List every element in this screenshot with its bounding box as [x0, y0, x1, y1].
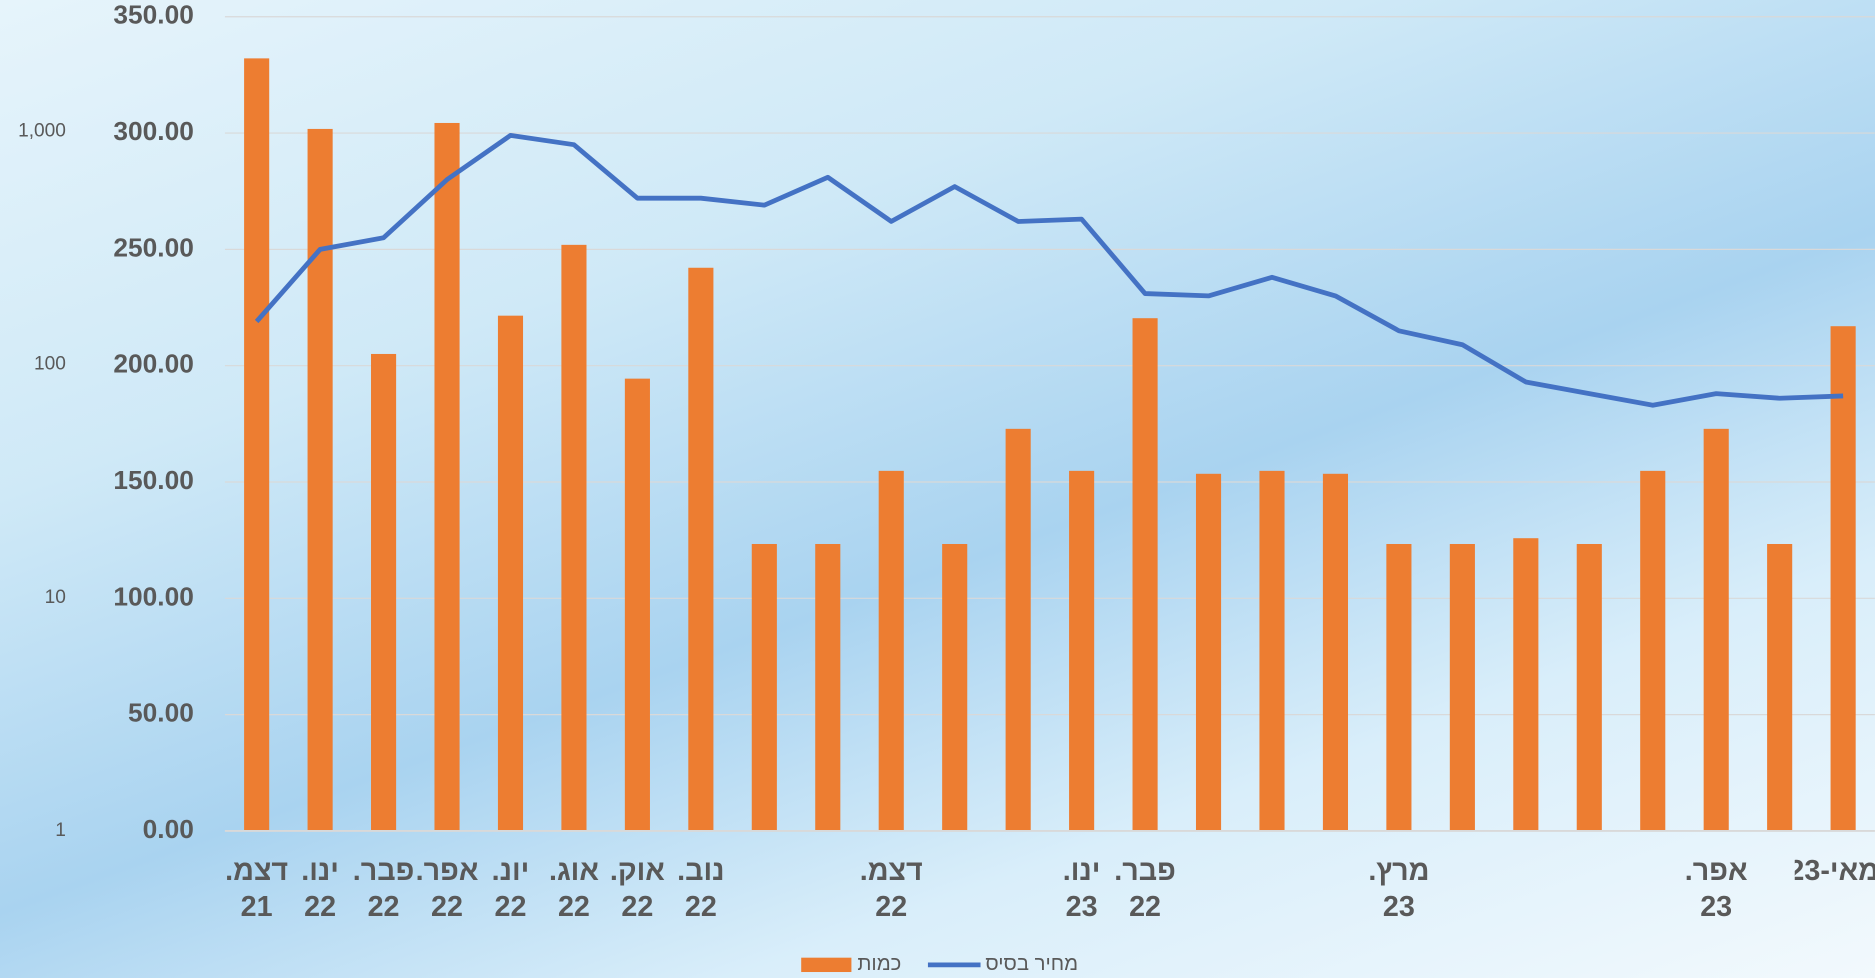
- bar: [1005, 428, 1031, 831]
- x-tick-label-box: פבר. 22: [352, 854, 415, 924]
- bar: [1069, 470, 1095, 831]
- x-tick-label-box: ינו. 23: [1062, 854, 1101, 924]
- y2-tick-label: 10: [45, 587, 66, 608]
- x-tick-label-box: דצמ. 21: [225, 854, 289, 924]
- x-tick-label: יונ. 22: [491, 854, 530, 924]
- x-tick-label: נוב. 22: [677, 854, 725, 924]
- x-tick-label: פבר. 22: [352, 854, 415, 924]
- bar: [1259, 470, 1285, 831]
- x-tick-label: אפר. 22: [415, 854, 479, 924]
- bar: [371, 353, 397, 831]
- y-tick-label: 0.00: [143, 814, 194, 844]
- x-tick-label: מרץ. 23: [1368, 854, 1430, 924]
- x-tick-label: אוק. 22: [609, 854, 665, 924]
- bar: [1195, 473, 1222, 831]
- bar: [307, 128, 333, 831]
- y-tick-label: 150.00: [113, 465, 193, 495]
- y2-tick-label: 100: [34, 354, 66, 375]
- y-tick-label: 350.00: [113, 0, 193, 30]
- x-tick-label-box: פבר. 22: [1114, 854, 1176, 924]
- x-tick-label: ינו. 22: [301, 854, 339, 924]
- y2-tick-label: 1,000: [18, 120, 66, 141]
- x-tick-label: אוג. 22: [548, 854, 599, 924]
- x-tick-label-box: אפר. 22: [415, 854, 479, 924]
- x-tick-label-box: דצמ. 22: [859, 854, 923, 924]
- x-tick-label-box: יונ. 22: [491, 854, 530, 924]
- y-tick-label: 100.00: [113, 581, 193, 611]
- bar: [1640, 470, 1666, 831]
- bar: [497, 315, 524, 831]
- bar: [1386, 543, 1412, 831]
- bar: [1767, 543, 1793, 831]
- y-tick-label: 300.00: [113, 116, 193, 146]
- x-tick-label: דצמ. 22: [859, 854, 923, 924]
- bar: [624, 378, 650, 831]
- x-tick-label-box: אוג. 22: [548, 854, 599, 924]
- line: [254, 132, 1844, 408]
- bar: [1322, 473, 1349, 831]
- x-tick-label-box: מאי-23: [1795, 854, 1875, 888]
- bar: [688, 267, 714, 831]
- bar: [1703, 428, 1729, 831]
- y-tick-label: 50.00: [128, 698, 194, 728]
- bar: [1830, 326, 1856, 831]
- bar: [1576, 543, 1602, 831]
- x-tick-label-box: מרץ. 23: [1368, 854, 1430, 924]
- x-tick-label-box: ינו. 22: [301, 854, 339, 924]
- x-tick-label: פבר. 22: [1114, 854, 1176, 924]
- bar: [244, 58, 270, 831]
- x-tick-label: מאי-23: [1795, 854, 1875, 888]
- bar: [1132, 318, 1158, 831]
- legend-label: מחיר בסיס: [985, 953, 1078, 975]
- bar: [942, 543, 968, 831]
- legend-swatch: [801, 957, 852, 973]
- x-tick-label-box: אפר. 23: [1684, 854, 1748, 924]
- bar: [751, 543, 777, 831]
- legend-label: כמות: [857, 953, 901, 975]
- bar: [1513, 538, 1539, 831]
- x-tick-label-box: אוק. 22: [609, 854, 665, 924]
- x-tick-label-box: נוב. 22: [677, 854, 725, 924]
- bar: [815, 543, 841, 831]
- bar: [561, 244, 587, 831]
- y-tick-label: 200.00: [113, 349, 193, 379]
- x-tick-label: אפר. 23: [1684, 854, 1748, 924]
- bar: [1449, 543, 1475, 831]
- bar: [434, 122, 460, 831]
- bar: [878, 470, 904, 831]
- y-tick-label: 250.00: [113, 232, 193, 262]
- x-tick-label: ינו. 23: [1062, 854, 1101, 924]
- x-tick-label: דצמ. 21: [225, 854, 289, 924]
- y2-tick-label: 1: [55, 820, 66, 841]
